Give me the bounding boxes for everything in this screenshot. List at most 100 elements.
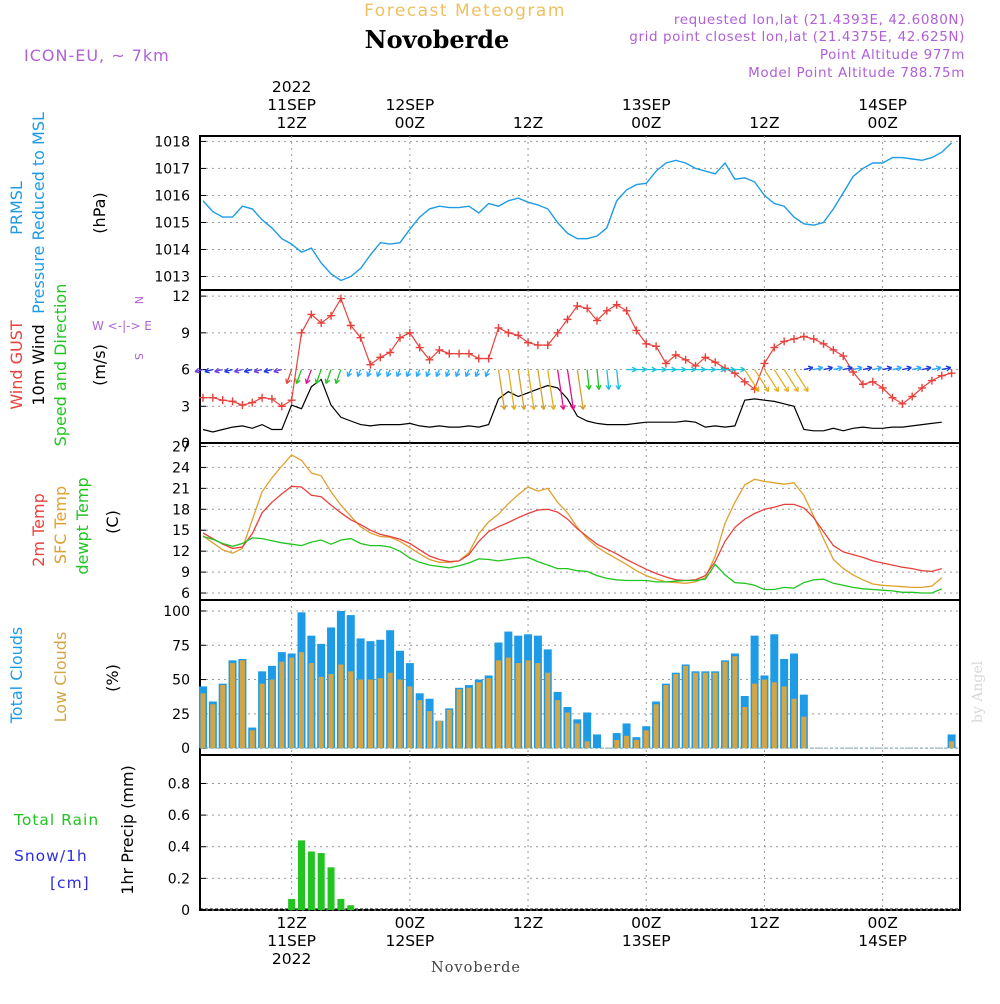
gust-point	[888, 393, 897, 402]
low-cloud-bar	[663, 685, 669, 749]
gust-point	[415, 343, 424, 352]
wind-label: 10m Wind	[29, 324, 48, 405]
wind-direction-arrow	[497, 369, 506, 410]
gust-point	[267, 394, 276, 403]
gust-point	[474, 354, 483, 363]
low-cloud-bar	[417, 700, 423, 749]
wind-arrow-head	[857, 365, 863, 372]
wind-direction-arrow	[537, 369, 545, 410]
low-cloud-bar	[584, 741, 590, 749]
gust-point	[464, 349, 473, 358]
wind-arrow-head	[435, 371, 441, 378]
low-cloud-bar	[781, 686, 787, 749]
clouds-ytick-label: 25	[172, 707, 190, 723]
wind-arrow-head	[935, 365, 942, 372]
pressure-ytick-label: 1014	[154, 242, 190, 258]
low-cloud-bar	[210, 704, 216, 749]
low-cloud-bar	[200, 693, 206, 749]
gust-point	[514, 331, 523, 340]
top-time-label: 00Z	[631, 114, 661, 132]
wind-arrow-head	[579, 404, 586, 410]
wind-direction-arrow	[527, 369, 535, 410]
watermark: by Angel	[970, 660, 986, 723]
gust-point	[593, 316, 601, 325]
gust-point	[858, 380, 867, 389]
wind-arrow-head	[263, 367, 269, 374]
temp-unit: (C)	[103, 510, 122, 534]
top-time-label: 12Z	[276, 114, 306, 132]
low-cloud-bar	[633, 739, 639, 749]
gust-point	[602, 306, 611, 315]
pressure-ytick-label: 1018	[154, 134, 190, 150]
low-cloud-bar	[427, 711, 433, 749]
pressure-label-1: PRMSL	[7, 181, 26, 235]
top-time-label: 13SEP	[622, 96, 671, 114]
low-cloud-bar	[693, 672, 698, 749]
precip-ytick-label: 0	[181, 903, 190, 919]
clouds-ytick-label: 75	[172, 638, 190, 654]
gust-point	[573, 301, 582, 310]
wind-direction-arrow	[263, 368, 273, 373]
wind-direction-arrow	[234, 368, 243, 373]
temp-ytick-label: 18	[172, 502, 190, 518]
gust-point	[327, 311, 336, 320]
wind-arrow-head	[346, 371, 353, 378]
wind-arrow-head	[837, 365, 843, 372]
pressure-unit: (hPa)	[90, 192, 109, 233]
wind-arrow-head	[243, 367, 250, 374]
temp-ytick-label: 6	[181, 586, 190, 602]
pressure-label-2: Pressure Reduced to MSL	[29, 112, 48, 314]
wind-direction-arrow	[305, 369, 312, 384]
low-cloud-bar	[801, 716, 807, 749]
wind-arrow-head	[415, 371, 422, 378]
wind-arrow-head	[253, 367, 260, 374]
wind-arrow-head	[631, 366, 637, 373]
temp2m-label: 2m Temp	[29, 493, 48, 567]
wind-arrow-head	[366, 371, 372, 378]
low-cloud-bar	[525, 660, 531, 749]
low-cloud-bar	[387, 672, 393, 749]
wind-direction-arrow	[273, 368, 282, 373]
wind-direction-arrow	[763, 369, 779, 392]
wind-arrow-head	[224, 367, 230, 374]
info-line: requested lon,lat (21.4393E, 42.6080N)	[674, 12, 965, 28]
gust-point	[297, 328, 306, 337]
gust-point	[661, 359, 670, 368]
wind-direction-arrow	[882, 366, 892, 371]
low-cloud-bar	[338, 664, 344, 749]
wind-direction-arrow	[194, 368, 204, 373]
gust-label: Wind GUST	[7, 320, 26, 410]
wind-ytick-label: 9	[181, 326, 190, 342]
wind-arrow-head	[945, 365, 952, 372]
wind-direction-arrow	[892, 366, 902, 371]
wind-arrow-head	[214, 367, 220, 374]
gust-point	[701, 353, 710, 362]
low-cloud-bar	[505, 657, 511, 749]
gust-point	[218, 396, 227, 405]
bottom-time-label: 12Z	[276, 914, 306, 932]
gust-point	[425, 355, 434, 364]
wind-ytick-label: 3	[181, 399, 190, 415]
wind-arrow-head	[569, 404, 576, 410]
low-cloud-bar	[673, 674, 679, 749]
wind-arrow-head	[906, 365, 912, 372]
snow-label: Snow/1h	[14, 847, 88, 865]
bottom-time-label: 12SEP	[385, 932, 434, 950]
wind-arrow-head	[314, 378, 321, 385]
gust-point	[790, 334, 798, 343]
gust-point	[809, 334, 818, 343]
gust-point	[405, 328, 414, 337]
wind-arrow-head	[827, 365, 833, 372]
gust-point	[543, 341, 552, 350]
clouds-ytick-label: 100	[163, 604, 190, 620]
low-cloud-bar	[289, 657, 295, 749]
low-cloud-bar	[771, 682, 777, 749]
gust-point	[799, 332, 808, 341]
low-cloud-bar	[742, 706, 748, 749]
wind-direction-arrow	[921, 366, 932, 371]
top-time-label: 12Z	[513, 114, 543, 132]
low-cloud-bar	[574, 723, 580, 749]
precip-ytick-label: 0.8	[168, 776, 190, 792]
